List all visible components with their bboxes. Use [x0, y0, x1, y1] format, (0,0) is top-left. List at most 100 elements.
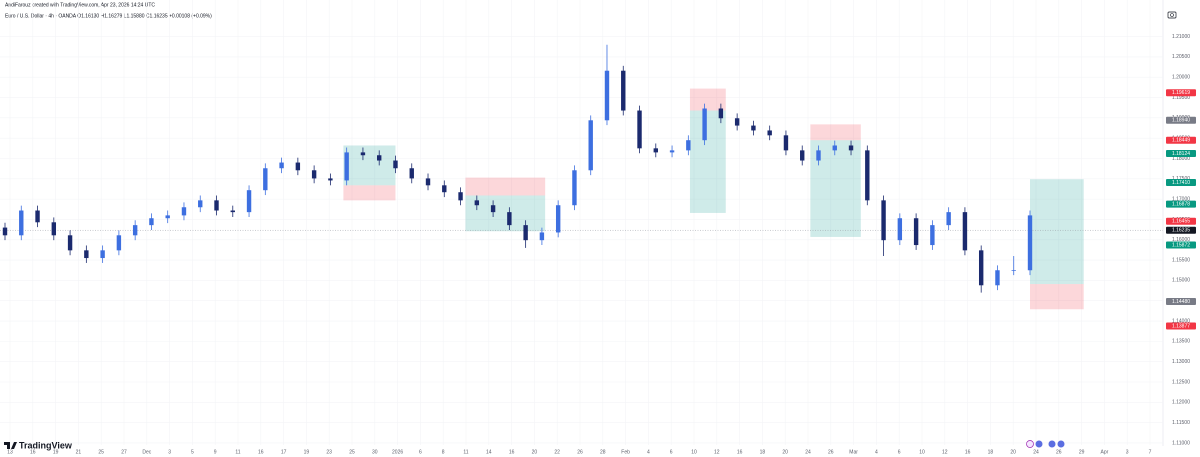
price-tag [1166, 89, 1196, 97]
candle-body [539, 232, 545, 241]
x-tick-label: 10 [691, 449, 697, 455]
camera-icon[interactable] [1167, 11, 1177, 19]
y-tick-label: 1.20500 [1172, 54, 1190, 60]
candle-body [555, 205, 561, 233]
candle-body [588, 120, 593, 171]
candle-body [165, 215, 170, 219]
candle-body [767, 130, 772, 136]
x-tick-label: 28 [600, 449, 606, 455]
y-tick-label: 1.12500 [1172, 379, 1190, 385]
x-tick-label: 11 [463, 449, 468, 455]
event-icon[interactable] [1035, 440, 1043, 448]
candle-body [962, 212, 968, 251]
x-tick-label: Mar [849, 449, 858, 455]
candle-body [344, 152, 349, 181]
candle-body [572, 170, 577, 206]
x-tick-label: 16 [30, 449, 36, 455]
price-tag [1166, 200, 1196, 208]
event-icon[interactable] [1026, 440, 1034, 448]
x-tick-label: 19 [53, 449, 59, 455]
x-tick-label: 16 [737, 449, 743, 455]
x-tick-label: 6 [419, 449, 422, 455]
candle-body [132, 225, 138, 236]
candle-body [718, 108, 724, 119]
x-tick-label: 18 [988, 449, 994, 455]
x-tick-label: 2026 [392, 449, 403, 455]
x-tick-label: 3 [1126, 449, 1129, 455]
event-icon[interactable] [1048, 440, 1056, 448]
candle-body [930, 225, 935, 246]
y-tick-label: 1.17000 [1172, 196, 1190, 202]
candle-body [360, 152, 366, 156]
candle-body [865, 150, 870, 201]
camera-body[interactable] [1167, 11, 1177, 19]
candle-body [1027, 215, 1033, 271]
grid [0, 0, 1163, 445]
price-tag [1166, 149, 1196, 157]
candle-body [1011, 270, 1016, 271]
x-tick-label: 24 [1033, 449, 1039, 455]
stop-zone [1030, 284, 1084, 310]
candle-body [604, 70, 610, 121]
event-icons[interactable] [1026, 440, 1065, 448]
x-tick-label: 4 [875, 449, 878, 455]
logo-mark [4, 442, 17, 449]
candle-body [881, 200, 886, 241]
x-tick-label: 20 [1010, 449, 1016, 455]
x-tick-label: 6 [670, 449, 673, 455]
candle-body [702, 108, 707, 141]
camera-lens[interactable] [1170, 13, 1174, 17]
x-tick-label: 16 [965, 449, 971, 455]
stop-zone [343, 185, 396, 201]
candle-body [409, 168, 414, 179]
price-tag-label: 1.17410 [1172, 180, 1190, 186]
candle-body [637, 110, 642, 149]
y-tick-label: 1.12000 [1172, 400, 1190, 406]
price-tag [1166, 322, 1196, 330]
candle-body [913, 218, 919, 246]
candle-body [19, 210, 24, 236]
y-tick-label: 1.13000 [1172, 359, 1190, 365]
candle-body [458, 192, 463, 201]
candle-body [523, 225, 528, 241]
candle-body [393, 160, 398, 169]
x-tick-label: 10 [919, 449, 925, 455]
x-tick-label: 17 [281, 449, 287, 455]
y-tick-label: 1.18000 [1172, 156, 1190, 162]
y-tick-label: 1.15000 [1172, 278, 1190, 284]
price-tag-label: 1.19619 [1172, 90, 1190, 96]
candle-body [734, 118, 740, 126]
x-tick-label: 20 [782, 449, 788, 455]
y-tick-label: 1.13500 [1172, 339, 1190, 345]
x-tick-label: 8 [442, 449, 445, 455]
candle-body [230, 210, 235, 213]
candles [2, 44, 1033, 293]
x-tick-label: 25 [349, 449, 355, 455]
x-tick-label: 20 [532, 449, 538, 455]
y-tick-label: 1.21000 [1172, 34, 1190, 40]
y-tick-label: 1.15500 [1172, 257, 1190, 263]
x-tick-label: 24 [805, 449, 811, 455]
candle-body [474, 200, 480, 206]
event-icon[interactable] [1057, 440, 1065, 448]
price-tag-label: 1.18940 [1172, 118, 1190, 124]
price-tag-label: 1.14480 [1172, 299, 1190, 305]
candle-body [198, 200, 203, 208]
price-tag-label: 1.16878 [1172, 201, 1190, 207]
candle-body [848, 145, 854, 151]
price-tag [1166, 136, 1196, 144]
price-tag [1166, 226, 1196, 234]
y-tick-label: 1.20000 [1172, 75, 1190, 81]
candle-body [100, 250, 105, 259]
y-tick-label: 1.14000 [1172, 318, 1190, 324]
candle-body [686, 140, 691, 151]
x-tick-label: 9 [214, 449, 217, 455]
y-tick-label: 1.11000 [1172, 440, 1190, 446]
x-tick-label: 19 [304, 449, 310, 455]
candle-body [214, 200, 219, 211]
price-tags: 1.19619 1.18940 1.18449 1.18124 1.17410 1.168… [1166, 89, 1196, 330]
candle-body [995, 270, 1000, 286]
